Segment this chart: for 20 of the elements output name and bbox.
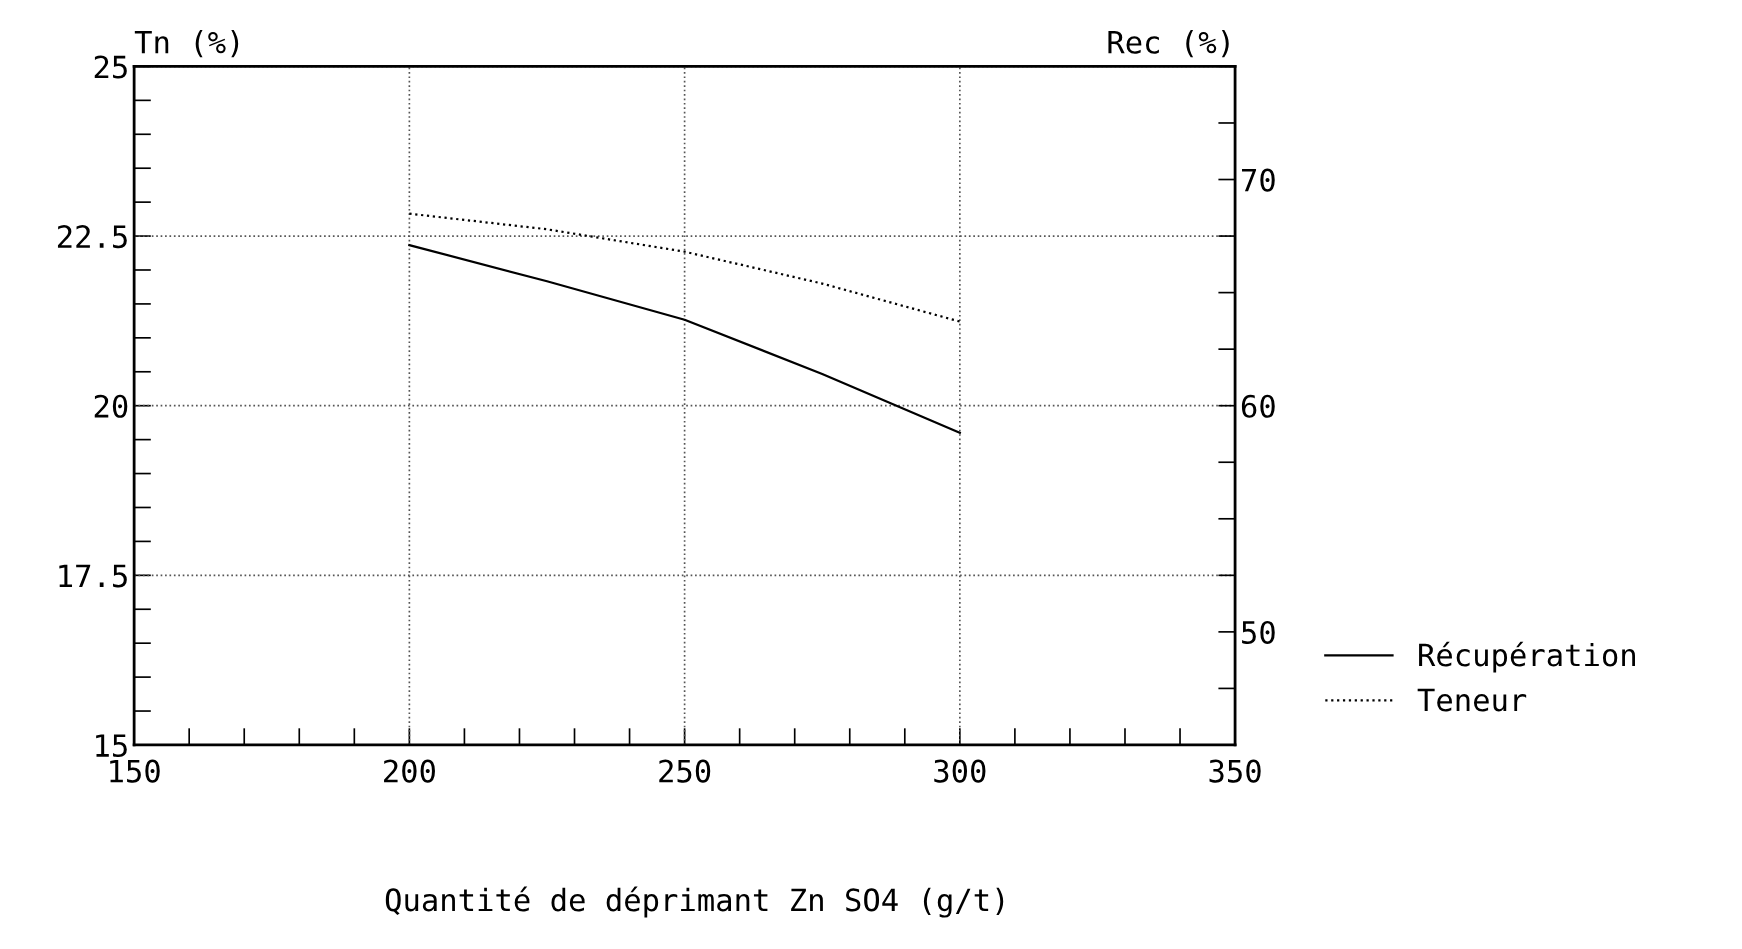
x-tick-label: 200 [384, 759, 435, 783]
legend-label: Teneur [1417, 688, 1527, 712]
x-tick-label: 300 [934, 759, 986, 783]
y2-tick-label: 60 [1241, 394, 1275, 418]
y-tick-label: 20 [94, 394, 128, 418]
y-tick-label: 15 [96, 734, 127, 758]
x-tick-label: 250 [659, 759, 711, 783]
line-series [408, 212, 961, 323]
x-tick-label: 150 [110, 759, 160, 783]
x-tick-label: 350 [1209, 759, 1261, 783]
y2-tick-label: 50 [1242, 620, 1275, 644]
y2-axis-title: Rec (%) [1108, 30, 1229, 58]
legend-label: Récupération [1419, 641, 1635, 673]
y-tick-label: 17.5 [59, 564, 127, 588]
y2-tick-label: 70 [1242, 168, 1275, 192]
y-axis-title: Tn (%) [134, 30, 239, 58]
x-axis-title: Quantité de déprimant Zn SO4 (g/t) [385, 886, 1004, 918]
y-tick-label: 25 [94, 55, 127, 79]
line-series [408, 244, 961, 434]
y-tick-label: 22.5 [57, 225, 127, 249]
